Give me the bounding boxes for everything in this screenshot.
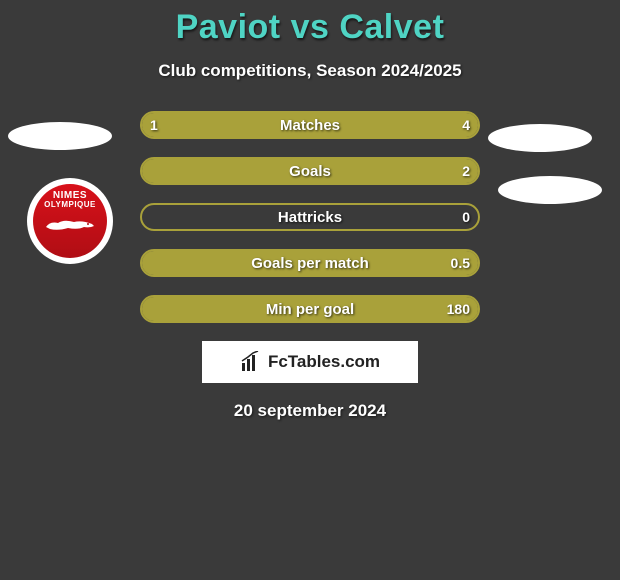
club-badge-left: NIMES OLYMPIQUE [27, 178, 113, 264]
placeholder-ellipse [498, 176, 602, 204]
bar-value-right: 0.5 [451, 249, 470, 277]
stat-bar: Hattricks0 [140, 203, 480, 231]
page-title: Paviot vs Calvet [0, 0, 620, 47]
bar-value-right: 4 [462, 111, 470, 139]
subtitle: Club competitions, Season 2024/2025 [0, 61, 620, 81]
placeholder-ellipse [488, 124, 592, 152]
bar-value-right: 2 [462, 157, 470, 185]
bar-chart-icon [240, 351, 262, 373]
bar-value-left: 1 [150, 111, 158, 139]
bar-fill-right [142, 159, 478, 183]
crocodile-icon [44, 215, 96, 233]
placeholder-ellipse [8, 122, 112, 150]
stat-bar: Goals per match0.5 [140, 249, 480, 277]
branding-box: FcTables.com [202, 341, 418, 383]
bar-fill-right [142, 297, 478, 321]
bar-value-right: 180 [447, 295, 470, 323]
date-text: 20 september 2024 [0, 401, 620, 421]
branding-text: FcTables.com [268, 352, 380, 372]
stat-bar: Min per goal180 [140, 295, 480, 323]
bar-value-right: 0 [462, 203, 470, 231]
badge-line2: OLYMPIQUE [44, 200, 96, 209]
stat-bar: Matches14 [140, 111, 480, 139]
stat-bar: Goals2 [140, 157, 480, 185]
bar-fill-right [209, 113, 478, 137]
bar-fill-right [142, 251, 478, 275]
